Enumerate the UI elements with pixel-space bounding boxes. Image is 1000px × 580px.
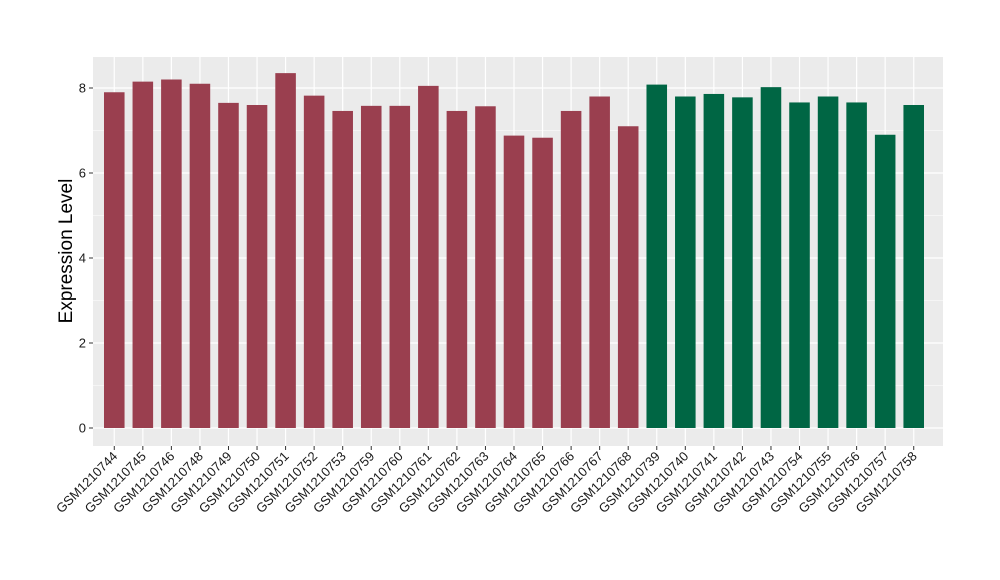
bar	[475, 106, 496, 429]
bar	[703, 93, 725, 428]
y-tick-label: 0	[79, 421, 86, 436]
bar	[846, 102, 867, 428]
bar	[560, 110, 582, 428]
bar	[903, 105, 925, 428]
bar	[874, 134, 896, 428]
bar	[103, 92, 125, 428]
bar	[218, 102, 239, 428]
bar	[161, 79, 182, 428]
bar	[446, 110, 468, 428]
bar	[332, 110, 353, 428]
bar	[617, 126, 639, 428]
bar	[132, 81, 154, 428]
bar	[303, 95, 325, 429]
bar	[503, 135, 525, 428]
y-tick-label: 6	[79, 166, 86, 181]
y-axis: 0 2 4 6 8	[79, 81, 93, 436]
y-tick-label: 2	[79, 336, 86, 351]
bar	[418, 85, 439, 428]
x-axis: GSM1210744GSM1210745GSM1210746GSM1210748…	[53, 446, 920, 516]
bar	[589, 96, 610, 428]
bar	[189, 83, 211, 428]
bar	[532, 137, 553, 428]
bar	[675, 96, 696, 428]
bar	[732, 97, 753, 428]
bar	[389, 105, 411, 428]
bar	[360, 105, 382, 428]
bar	[817, 96, 839, 428]
bar	[246, 105, 268, 428]
y-axis-title: Expression Level	[56, 179, 77, 324]
bars	[103, 73, 925, 429]
bar	[275, 73, 296, 428]
y-tick-label: 4	[79, 251, 86, 266]
bar	[760, 87, 782, 429]
bar	[646, 84, 668, 428]
bar	[789, 102, 810, 428]
y-tick-label: 8	[79, 81, 86, 96]
